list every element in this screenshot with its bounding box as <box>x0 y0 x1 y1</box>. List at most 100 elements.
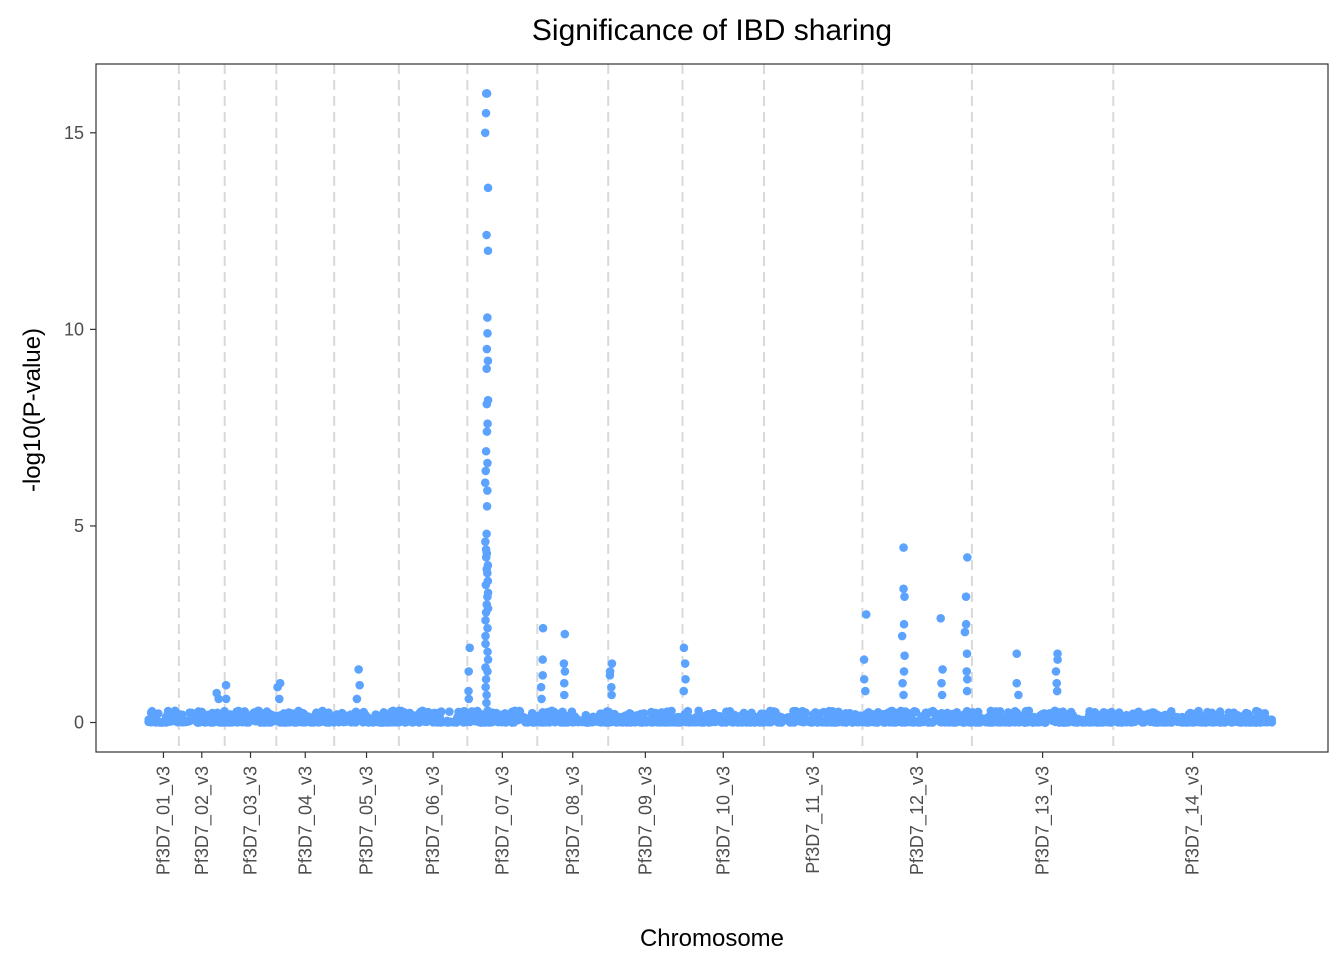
data-point <box>465 643 475 653</box>
data-point <box>512 713 522 723</box>
x-tick-label: Pf3D7_14_v3 <box>1183 766 1204 875</box>
data-point <box>1175 717 1185 727</box>
data-point <box>481 446 491 456</box>
data-point <box>766 717 775 727</box>
data-point <box>536 718 546 727</box>
data-point <box>464 694 474 704</box>
y-tick-label: 10 <box>64 319 84 339</box>
data-point <box>481 89 491 98</box>
data-point <box>396 713 405 722</box>
data-point <box>483 183 493 193</box>
data-point <box>481 466 491 476</box>
data-point <box>483 592 492 602</box>
x-tick-label: Pf3D7_07_v3 <box>492 766 513 875</box>
chromosome-boundaries <box>177 64 1115 752</box>
data-point <box>897 717 906 727</box>
data-point <box>468 711 478 721</box>
data-point <box>607 715 617 725</box>
plot-frame <box>95 63 1329 753</box>
data-point <box>1196 712 1205 722</box>
data-point <box>483 568 492 578</box>
data-point <box>877 716 887 726</box>
data-point <box>285 708 295 718</box>
data-point <box>899 667 909 676</box>
data-point <box>1117 714 1127 723</box>
data-point <box>433 708 443 718</box>
data-point <box>483 655 493 664</box>
data-point <box>694 706 703 716</box>
y-tick-label: 0 <box>74 713 84 733</box>
data-point <box>481 639 490 649</box>
data-point <box>206 718 216 727</box>
data-point <box>900 592 909 602</box>
data-point <box>859 655 869 664</box>
data-point <box>769 707 779 716</box>
data-point <box>187 710 196 720</box>
data-point <box>536 682 546 692</box>
data-point <box>480 478 490 487</box>
data-point <box>339 717 349 727</box>
data-point <box>711 714 721 724</box>
data-point <box>480 128 490 138</box>
data-point <box>887 706 897 716</box>
data-point <box>1254 715 1264 725</box>
data-point <box>483 458 492 468</box>
data-point <box>273 682 282 692</box>
x-tick-label: Pf3D7_05_v3 <box>357 766 378 875</box>
data-point <box>483 356 493 366</box>
data-point <box>681 674 690 684</box>
data-point <box>900 651 909 660</box>
x-tick-label: Pf3D7_02_v3 <box>192 766 213 875</box>
data-point <box>1129 717 1139 727</box>
data-point <box>1184 709 1194 719</box>
data-point <box>274 694 284 704</box>
data-point <box>221 680 231 690</box>
data-points <box>144 89 1277 727</box>
data-point <box>352 694 362 704</box>
data-point <box>679 686 689 696</box>
data-point <box>285 718 294 727</box>
data-point <box>878 709 888 719</box>
data-point <box>936 614 945 623</box>
data-point <box>899 584 908 594</box>
x-tick-label: Pf3D7_03_v3 <box>241 766 262 875</box>
data-point <box>1052 686 1062 696</box>
data-point <box>479 714 488 723</box>
data-point <box>639 709 649 718</box>
data-point <box>482 698 491 708</box>
data-point <box>481 108 491 118</box>
data-point <box>486 718 496 727</box>
data-point <box>214 694 223 704</box>
data-point <box>687 714 696 724</box>
data-point <box>760 709 769 719</box>
data-point <box>973 707 983 717</box>
data-point <box>298 718 307 727</box>
data-point <box>355 680 364 690</box>
data-point <box>987 711 996 720</box>
data-point <box>537 694 546 704</box>
data-point <box>560 667 570 676</box>
data-point <box>775 712 784 721</box>
data-point <box>422 717 431 727</box>
data-point <box>221 694 231 704</box>
data-point <box>962 686 972 696</box>
data-point <box>1267 715 1276 724</box>
data-point <box>483 667 492 676</box>
data-point <box>464 686 473 696</box>
data-point <box>1012 714 1022 724</box>
x-tick-label: Pf3D7_06_v3 <box>423 766 444 875</box>
data-point <box>445 707 454 716</box>
y-axis: 0 5 10 15 <box>64 123 96 733</box>
x-tick-label: Pf3D7_10_v3 <box>713 766 734 875</box>
x-tick-label: Pf3D7_13_v3 <box>1033 766 1054 875</box>
data-point <box>679 643 689 653</box>
data-point <box>436 718 446 727</box>
data-point <box>1083 714 1092 724</box>
data-point <box>351 707 361 717</box>
data-point <box>553 709 562 719</box>
data-point <box>1051 667 1061 676</box>
data-point <box>1241 718 1251 727</box>
data-point <box>1073 714 1083 724</box>
data-point <box>444 718 453 727</box>
